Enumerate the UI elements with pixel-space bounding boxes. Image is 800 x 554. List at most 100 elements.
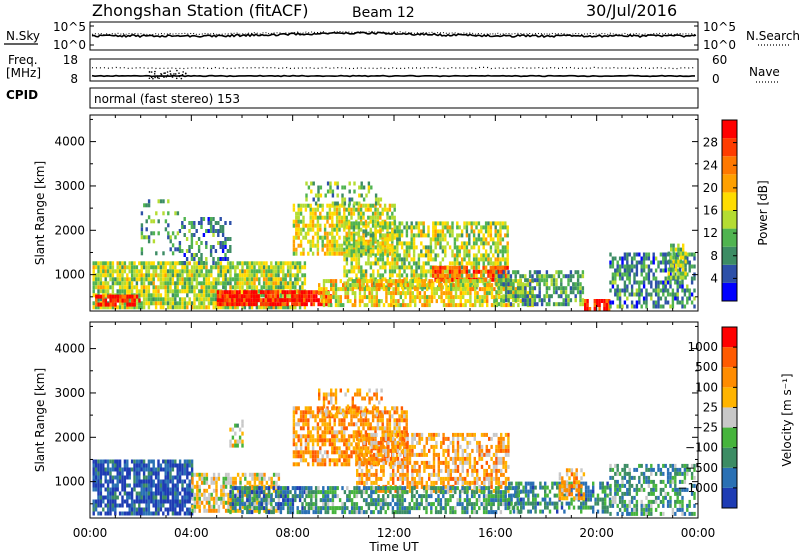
range-gate-cell bbox=[562, 302, 565, 307]
range-gate-cell bbox=[260, 490, 263, 495]
range-gate-cell bbox=[295, 211, 298, 216]
range-gate-cell bbox=[420, 221, 423, 226]
range-gate-cell bbox=[255, 273, 259, 278]
range-gate-cell bbox=[183, 467, 187, 472]
range-gate-cell bbox=[212, 257, 215, 261]
range-gate-cell bbox=[433, 291, 436, 296]
nsky-tick-bottom: 10^0 bbox=[53, 38, 86, 52]
range-gate-cell bbox=[291, 302, 294, 307]
range-gate-cell bbox=[92, 305, 95, 310]
range-gate-cell bbox=[171, 261, 175, 266]
range-gate-cell bbox=[688, 292, 691, 297]
range-gate-cell bbox=[231, 498, 235, 503]
range-gate-cell bbox=[150, 301, 153, 306]
range-gate-cell bbox=[470, 273, 473, 278]
range-gate-cell bbox=[676, 296, 679, 301]
range-gate-cell bbox=[253, 281, 256, 286]
range-gate-cell bbox=[334, 181, 337, 186]
range-gate-cell bbox=[297, 215, 300, 220]
range-gate-cell bbox=[147, 467, 151, 472]
range-gate-cell bbox=[630, 304, 634, 309]
range-gate-cell bbox=[159, 273, 163, 278]
range-gate-cell bbox=[183, 297, 187, 302]
range-gate-cell bbox=[118, 463, 122, 468]
range-gate-cell bbox=[210, 480, 213, 485]
range-gate-cell bbox=[654, 280, 658, 285]
range-gate-cell bbox=[171, 281, 175, 286]
range-gate-cell bbox=[174, 503, 177, 508]
range-gate-cell bbox=[645, 256, 648, 261]
range-gate-cell bbox=[391, 203, 394, 208]
range-gate-cell bbox=[349, 299, 352, 304]
range-gate-cell bbox=[116, 475, 119, 480]
range-gate-cell bbox=[152, 231, 156, 236]
range-gate-cell bbox=[635, 304, 639, 309]
range-gate-cell bbox=[300, 290, 304, 295]
range-gate-cell bbox=[205, 297, 208, 302]
range-gate-cell bbox=[150, 293, 153, 298]
range-gate-cell bbox=[477, 233, 481, 238]
range-gate-cell bbox=[219, 245, 222, 249]
range-gate-cell bbox=[326, 189, 330, 194]
range-gate-cell bbox=[611, 260, 615, 265]
range-gate-cell bbox=[157, 265, 160, 270]
range-gate-cell bbox=[135, 495, 139, 500]
range-gate-cell bbox=[138, 511, 141, 516]
range-gate-cell bbox=[279, 265, 283, 270]
range-gate-cell bbox=[360, 237, 363, 242]
range-gate-cell bbox=[258, 494, 261, 499]
range-gate-cell bbox=[304, 406, 308, 411]
range-gate-cell bbox=[246, 494, 249, 499]
range-gate-cell bbox=[181, 269, 184, 274]
range-gate-cell bbox=[171, 265, 175, 270]
range-gate-cell bbox=[186, 475, 189, 480]
range-gate-cell bbox=[321, 442, 324, 447]
range-gate-cell bbox=[197, 261, 201, 265]
range-gate-cell bbox=[333, 203, 336, 208]
range-gate-cell bbox=[147, 215, 151, 220]
range-gate-cell bbox=[301, 502, 304, 507]
range-gate-cell bbox=[167, 235, 170, 240]
range-gate-cell bbox=[342, 283, 345, 288]
range-gate-cell bbox=[114, 277, 117, 282]
range-gate-cell bbox=[312, 302, 316, 307]
range-gate-cell bbox=[340, 223, 344, 228]
range-gate-cell bbox=[319, 235, 322, 240]
range-gate-cell bbox=[463, 249, 466, 254]
range-gate-cell bbox=[364, 219, 368, 224]
range-gate-cell bbox=[442, 303, 446, 308]
range-gate-cell bbox=[330, 283, 333, 288]
range-gate-cell bbox=[403, 285, 406, 290]
range-gate-cell bbox=[360, 193, 363, 198]
range-gate-cell bbox=[403, 269, 406, 274]
range-gate-cell bbox=[352, 265, 356, 270]
range-gate-cell bbox=[499, 221, 502, 226]
range-gate-cell bbox=[147, 293, 151, 298]
range-gate-cell bbox=[159, 199, 163, 204]
range-gate-cell bbox=[157, 503, 160, 508]
range-gate-cell bbox=[494, 221, 497, 226]
range-gate-cell bbox=[439, 269, 442, 274]
range-gate-cell bbox=[502, 278, 505, 283]
range-gate-cell bbox=[650, 260, 653, 265]
range-gate-cell bbox=[399, 279, 402, 284]
range-gate-cell bbox=[265, 506, 268, 511]
range-gate-cell bbox=[197, 249, 201, 253]
range-gate-cell bbox=[138, 467, 141, 472]
range-gate-cell bbox=[94, 475, 98, 480]
range-gate-cell bbox=[190, 467, 194, 472]
range-gate-cell bbox=[248, 277, 251, 282]
range-gate-cell bbox=[439, 221, 442, 226]
range-gate-cell bbox=[470, 229, 473, 234]
range-gate-cell bbox=[265, 502, 268, 507]
range-gate-cell bbox=[140, 293, 143, 298]
range-gate-cell bbox=[369, 207, 372, 212]
range-gate-cell bbox=[331, 227, 334, 232]
range-gate-cell bbox=[123, 269, 127, 274]
range-gate-cell bbox=[234, 305, 237, 310]
range-gate-cell bbox=[323, 231, 327, 236]
range-gate-cell bbox=[215, 484, 218, 489]
range-gate-cell bbox=[200, 273, 203, 278]
range-gate-cell bbox=[323, 442, 327, 447]
range-gate-cell bbox=[274, 290, 277, 295]
